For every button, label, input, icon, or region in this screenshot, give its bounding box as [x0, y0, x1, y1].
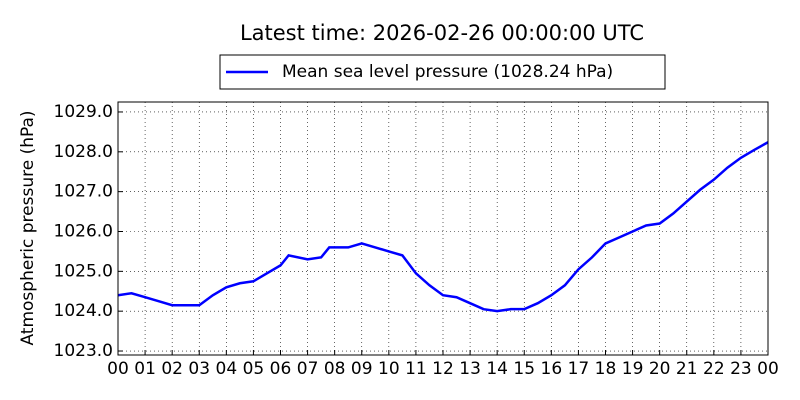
x-tick-label: 04 [216, 359, 238, 379]
y-tick-label: 1028.0 [54, 142, 113, 162]
x-tick-label: 13 [459, 359, 481, 379]
x-tick-label: 06 [270, 359, 292, 379]
x-tick-label: 02 [161, 359, 183, 379]
chart-title: Latest time: 2026-02-26 00:00:00 UTC [240, 21, 644, 45]
y-tick-label: 1025.0 [54, 261, 113, 281]
x-tick-label: 16 [541, 359, 563, 379]
plot-frame [117, 101, 769, 356]
x-tick-label: 18 [595, 359, 617, 379]
x-tick-label: 00 [107, 359, 129, 379]
x-tick-label: 15 [513, 359, 535, 379]
y-tick-label: 1029.0 [54, 102, 113, 122]
x-tick-label: 17 [568, 359, 590, 379]
y-tick-label: 1023.0 [54, 341, 113, 361]
x-tick-label: 19 [622, 359, 644, 379]
x-tick-label: 05 [243, 359, 265, 379]
y-tick-label: 1027.0 [54, 182, 113, 202]
y-tick-label: 1026.0 [54, 221, 113, 241]
x-tick-label: 07 [297, 359, 319, 379]
x-tick-label: 23 [730, 359, 752, 379]
y-tick-label: 1024.0 [54, 301, 113, 321]
x-tick-label: 10 [378, 359, 400, 379]
x-tick-label: 20 [649, 359, 671, 379]
y-axis-label: Atmospheric pressure (hPa) [18, 110, 38, 345]
x-tick-label: 21 [676, 359, 698, 379]
x-tick-label: 00 [757, 359, 779, 379]
x-tick-label: 08 [324, 359, 346, 379]
x-tick-label: 14 [486, 359, 508, 379]
x-tick-label: 03 [188, 359, 210, 379]
x-tick-label: 12 [432, 359, 454, 379]
x-tick-label: 01 [134, 359, 156, 379]
x-tick-label: 22 [703, 359, 725, 379]
data-line [117, 141, 769, 313]
x-tick-label: 09 [351, 359, 373, 379]
legend-box [219, 54, 666, 90]
legend-label: Mean sea level pressure (1028.24 hPa) [282, 62, 613, 82]
x-tick-label: 11 [405, 359, 427, 379]
